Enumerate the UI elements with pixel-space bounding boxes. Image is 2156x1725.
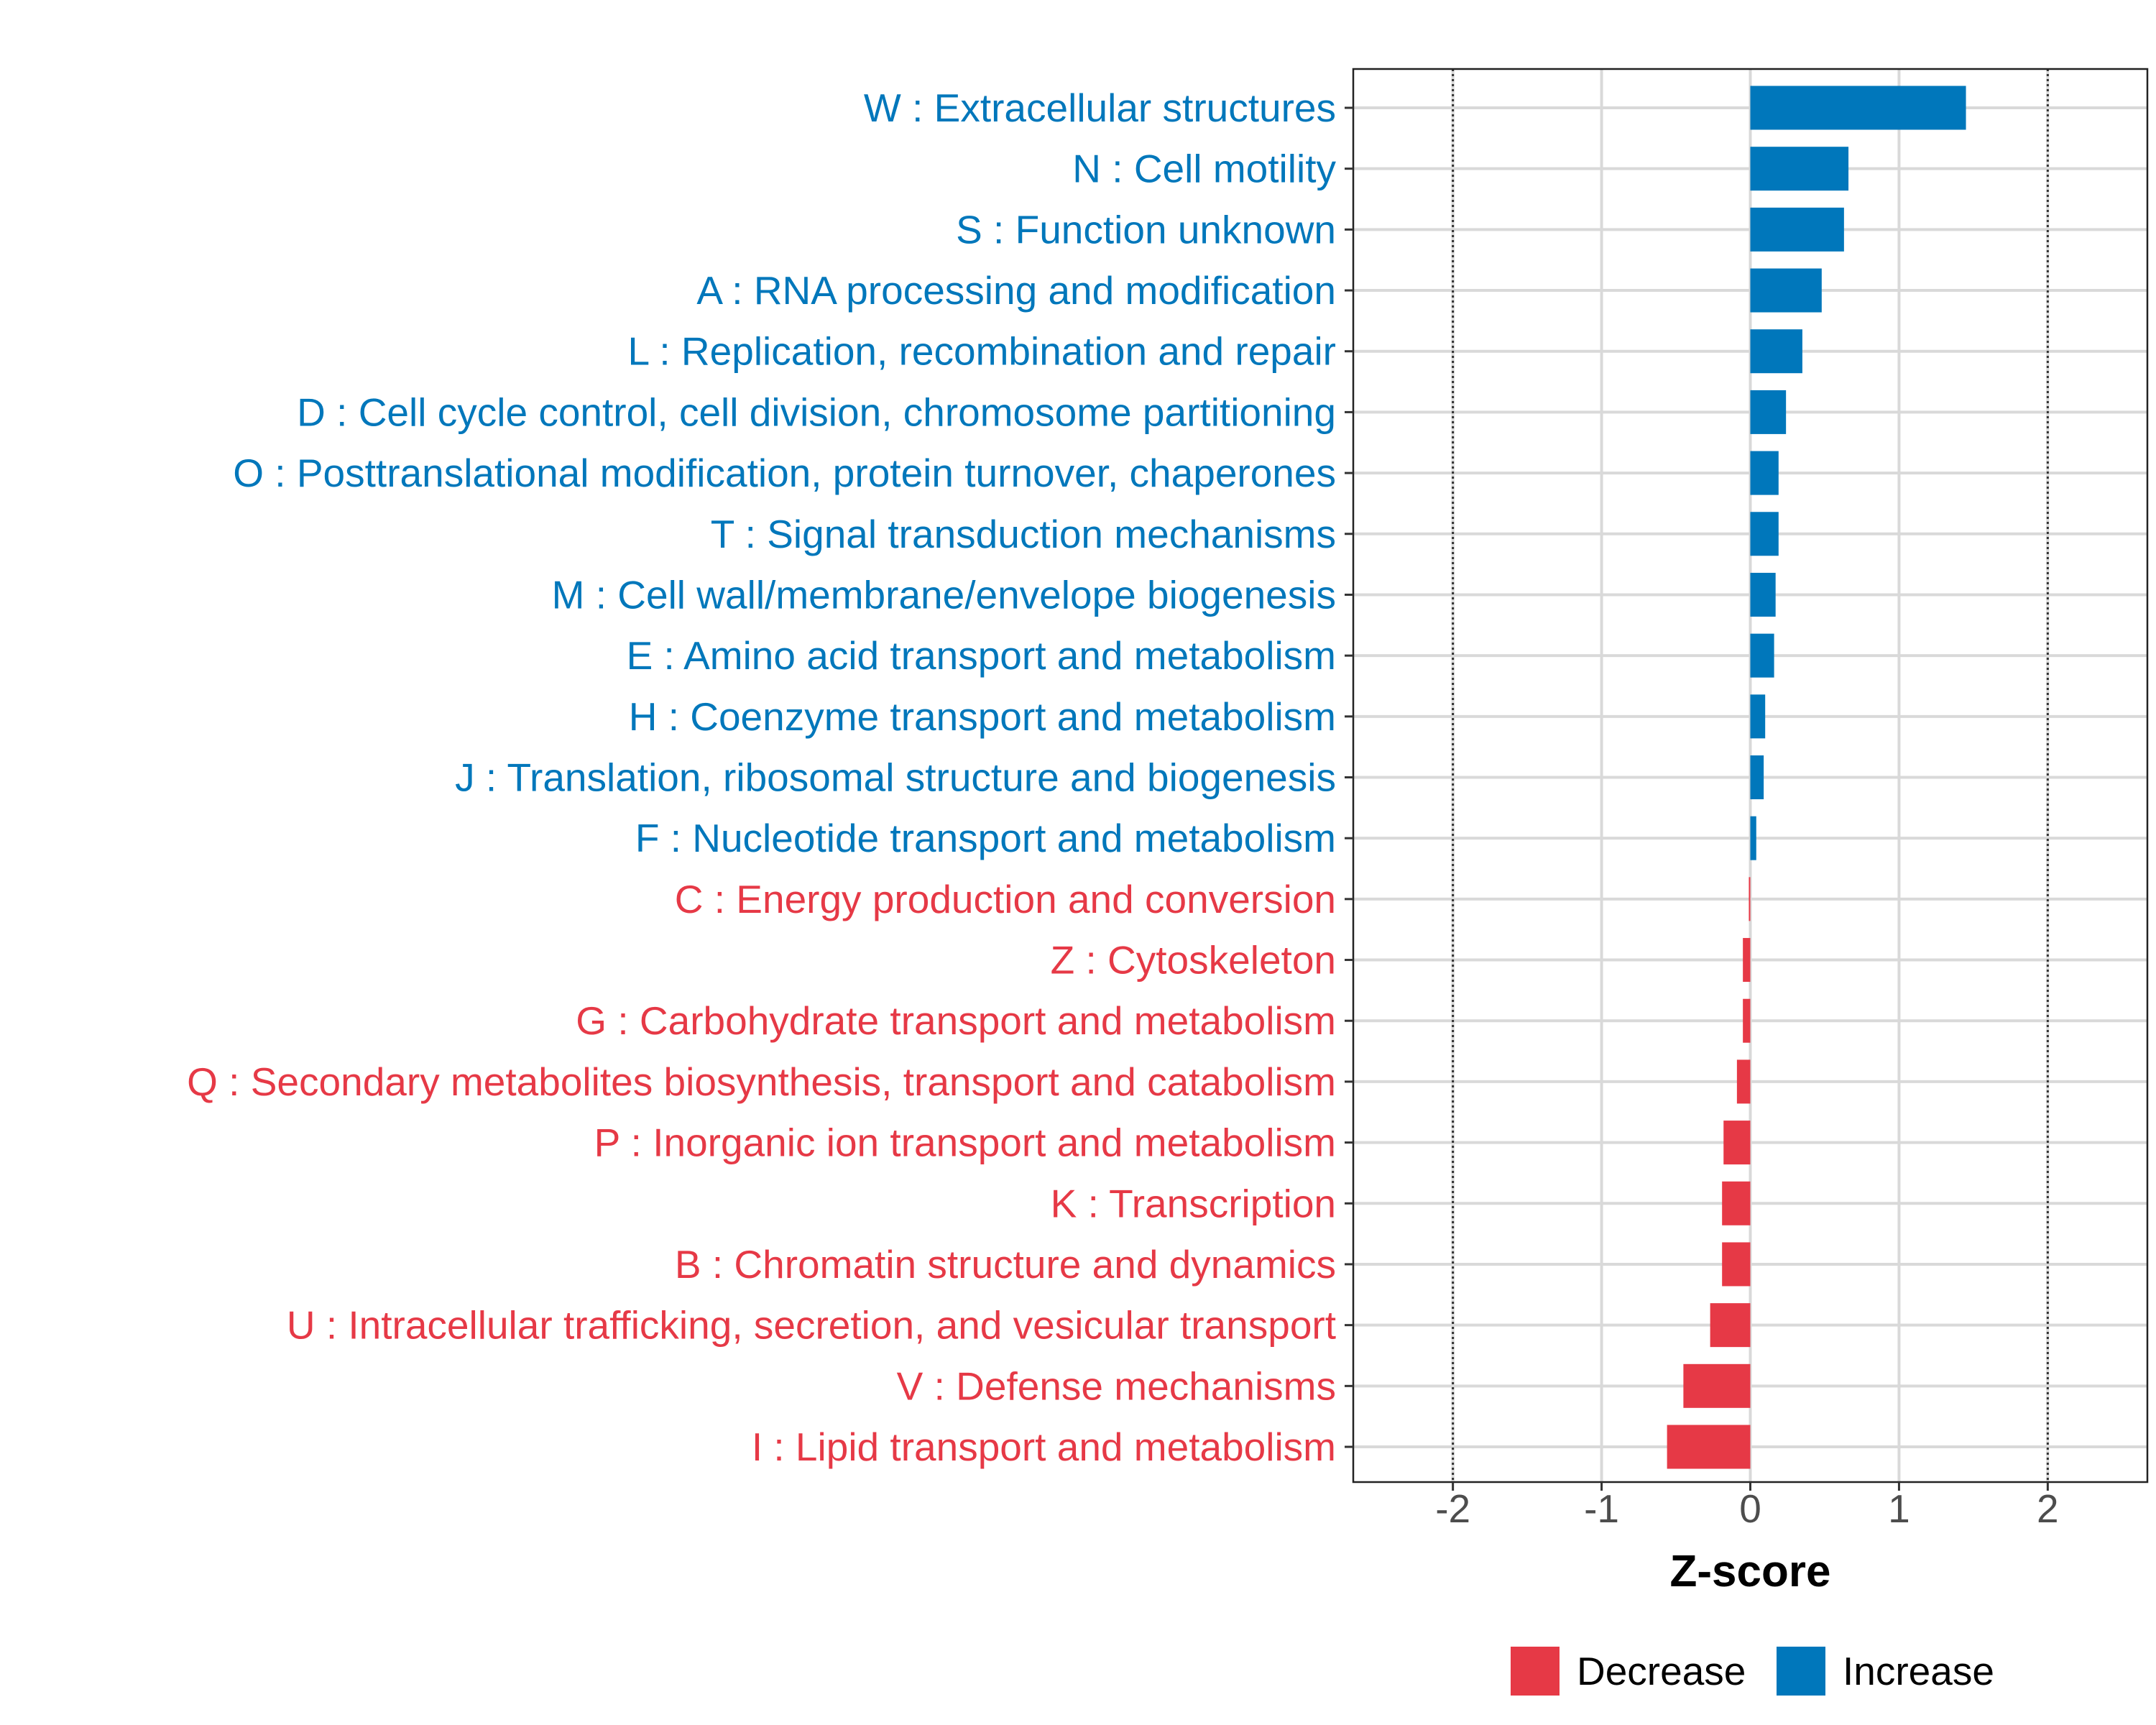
- bars: [1667, 86, 1966, 1469]
- bar: [1750, 755, 1764, 799]
- y-tick-label: J : Translation, ribosomal structure and…: [455, 755, 1336, 800]
- y-tick-label: P : Inorganic ion transport and metaboli…: [594, 1121, 1336, 1165]
- y-tick-label: F : Nucleotide transport and metabolism: [635, 816, 1336, 860]
- bar: [1722, 1181, 1751, 1225]
- y-tick-label: V : Defense mechanisms: [897, 1363, 1336, 1408]
- bar: [1667, 1425, 1751, 1469]
- y-tick-label: G : Carbohydrate transport and metabolis…: [576, 998, 1336, 1043]
- x-tick-label: -1: [1584, 1486, 1619, 1531]
- legend-swatch: [1777, 1647, 1825, 1696]
- bar: [1683, 1363, 1751, 1408]
- y-tick-label: K : Transcription: [1051, 1181, 1336, 1225]
- y-tick-label: T : Signal transduction mechanisms: [711, 512, 1336, 556]
- y-tick-label: D : Cell cycle control, cell division, c…: [297, 390, 1336, 434]
- x-tick-label: 1: [1888, 1486, 1910, 1531]
- bar: [1750, 633, 1774, 678]
- bar: [1749, 877, 1751, 921]
- y-tick-label: O : Posttranslational modification, prot…: [233, 451, 1336, 495]
- y-tick-label: Z : Cytoskeleton: [1051, 938, 1336, 983]
- bar: [1750, 329, 1802, 374]
- y-tick-label: I : Lipid transport and metabolism: [752, 1425, 1336, 1469]
- bar: [1723, 1121, 1751, 1165]
- legend-label: Decrease: [1577, 1649, 1746, 1693]
- bar: [1750, 86, 1966, 130]
- y-axis-ticks: [1345, 106, 1353, 1448]
- y-axis-labels: W : Extracellular structures N : Cell mot…: [187, 86, 1336, 1469]
- bar: [1750, 207, 1844, 252]
- x-axis-ticks: [1452, 1482, 2049, 1491]
- y-tick-label: C : Energy production and conversion: [675, 877, 1336, 921]
- bar: [1722, 1242, 1751, 1287]
- bar: [1750, 816, 1756, 860]
- bar: [1710, 1303, 1751, 1348]
- x-axis-labels: -2 -1 0 1 2: [1435, 1486, 2058, 1531]
- x-tick-label: 2: [2037, 1486, 2059, 1531]
- y-tick-label: M : Cell wall/membrane/envelope biogenes…: [552, 572, 1336, 617]
- bar: [1750, 268, 1822, 313]
- bar: [1750, 694, 1766, 739]
- y-tick-label: H : Coenzyme transport and metabolism: [629, 694, 1336, 739]
- y-tick-label: U : Intracellular trafficking, secretion…: [287, 1303, 1336, 1348]
- y-tick-label: A : RNA processing and modification: [696, 268, 1336, 313]
- bar: [1750, 512, 1779, 556]
- legend: Decrease Increase: [1511, 1647, 1994, 1696]
- x-tick-label: -2: [1435, 1486, 1470, 1531]
- y-tick-label: E : Amino acid transport and metabolism: [627, 633, 1336, 678]
- bar: [1750, 572, 1776, 617]
- bar: [1736, 1059, 1751, 1104]
- y-tick-label: N : Cell motility: [1072, 147, 1336, 191]
- bar: [1750, 451, 1779, 495]
- bar: [1743, 998, 1751, 1043]
- bar: [1750, 390, 1787, 434]
- y-tick-label: S : Function unknown: [956, 207, 1336, 252]
- y-tick-label: Q : Secondary metabolites biosynthesis, …: [187, 1059, 1336, 1104]
- y-tick-label: W : Extracellular structures: [864, 86, 1336, 130]
- bar: [1750, 147, 1849, 191]
- x-tick-label: 0: [1739, 1486, 1761, 1531]
- bar: [1743, 938, 1751, 983]
- reference-lines: [1452, 69, 2049, 1482]
- y-tick-label: L : Replication, recombination and repai…: [628, 329, 1336, 374]
- y-tick-label: B : Chromatin structure and dynamics: [675, 1242, 1336, 1287]
- legend-label: Increase: [1843, 1649, 1994, 1693]
- legend-swatch: [1511, 1647, 1560, 1696]
- x-axis-title: Z-score: [1670, 1547, 1831, 1596]
